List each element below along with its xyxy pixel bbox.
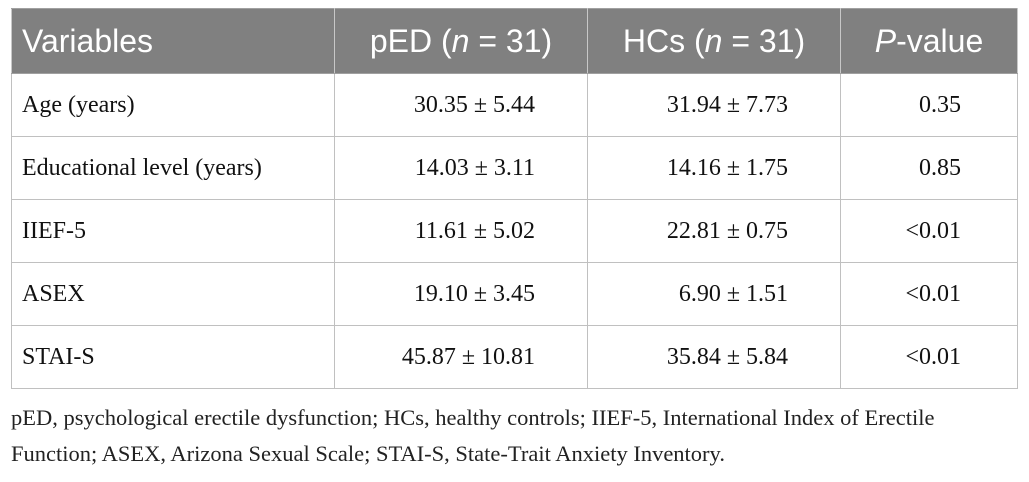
- cell-variable: IIEF-5: [11, 199, 335, 263]
- table-row: Age (years) 30.35 ± 5.44 31.94 ± 7.73 0.…: [11, 73, 1018, 137]
- header-p-suffix: -value: [896, 22, 984, 59]
- cell-variable: STAI-S: [11, 325, 335, 389]
- cell-p-value: <0.01: [840, 199, 1018, 263]
- header-ped: pED (n = 31): [334, 8, 588, 74]
- table-row: IIEF-5 11.61 ± 5.02 22.81 ± 0.75 <0.01: [11, 199, 1018, 263]
- data-table-container: Variables pED (n = 31) HCs (n = 31) P-va…: [11, 8, 1018, 389]
- table-row: STAI-S 45.87 ± 10.81 35.84 ± 5.84 <0.01: [11, 325, 1018, 389]
- cell-variable: Educational level (years): [11, 136, 335, 200]
- cell-ped: 11.61 ± 5.02: [334, 199, 588, 263]
- cell-hcs: 35.84 ± 5.84: [587, 325, 841, 389]
- cell-ped: 45.87 ± 10.81: [334, 325, 588, 389]
- table-row: Educational level (years) 14.03 ± 3.11 1…: [11, 136, 1018, 200]
- cell-p-value: <0.01: [840, 262, 1018, 326]
- header-p-value: P-value: [840, 8, 1018, 74]
- cell-ped: 30.35 ± 5.44: [334, 73, 588, 137]
- cell-hcs: 6.90 ± 1.51: [587, 262, 841, 326]
- header-hcs-suffix: = 31): [722, 22, 806, 59]
- header-ped-suffix: = 31): [469, 22, 553, 59]
- data-table: Variables pED (n = 31) HCs (n = 31) P-va…: [11, 8, 1018, 389]
- cell-hcs: 22.81 ± 0.75: [587, 199, 841, 263]
- cell-p-value: 0.85: [840, 136, 1018, 200]
- header-p-italic: P: [874, 22, 897, 59]
- cell-variable: ASEX: [11, 262, 335, 326]
- table-footnote: pED, psychological erectile dysfunction;…: [11, 405, 935, 466]
- cell-hcs: 31.94 ± 7.73: [587, 73, 841, 137]
- header-hcs-prefix: HCs (: [622, 22, 705, 59]
- cell-ped: 19.10 ± 3.45: [334, 262, 588, 326]
- header-ped-n: n: [451, 22, 470, 59]
- cell-hcs: 14.16 ± 1.75: [587, 136, 841, 200]
- cell-variable: Age (years): [11, 73, 335, 137]
- cell-ped: 14.03 ± 3.11: [334, 136, 588, 200]
- table-row: ASEX 19.10 ± 3.45 6.90 ± 1.51 <0.01: [11, 262, 1018, 326]
- header-hcs-n: n: [704, 22, 723, 59]
- header-variables: Variables: [11, 8, 335, 74]
- cell-p-value: <0.01: [840, 325, 1018, 389]
- header-ped-prefix: pED (: [369, 22, 452, 59]
- cell-p-value: 0.35: [840, 73, 1018, 137]
- table-header-row: Variables pED (n = 31) HCs (n = 31) P-va…: [11, 8, 1018, 74]
- header-hcs: HCs (n = 31): [587, 8, 841, 74]
